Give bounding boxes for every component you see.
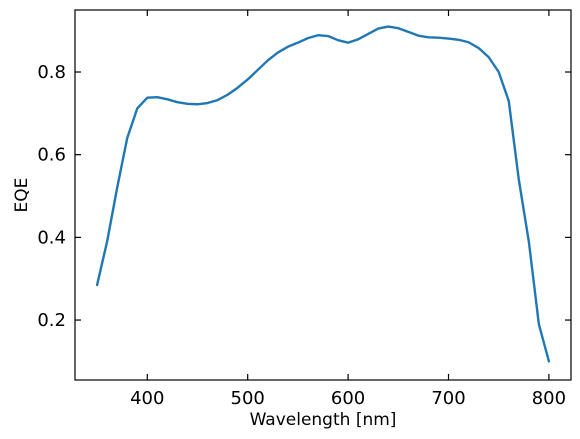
series-layer	[95, 25, 551, 363]
eqe-series-line-0	[95, 25, 551, 363]
plot-frame	[74, 9, 572, 381]
y-tick-label: 0.2	[37, 310, 66, 331]
y-axis: 0.2 0.4 0.6 0.8	[37, 62, 571, 331]
x-tick-label: 800	[532, 388, 566, 409]
y-tick-label: 0.6	[37, 145, 66, 166]
x-tick-label: 700	[431, 388, 465, 409]
x-axis: 400 500 600 700 800	[130, 10, 566, 409]
y-tick-label: 0.8	[37, 62, 66, 83]
x-tick-label: 500	[231, 388, 265, 409]
x-tick-label: 400	[130, 388, 164, 409]
y-tick-label: 0.4	[37, 227, 66, 248]
x-axis-label: Wavelength [nm]	[250, 410, 397, 430]
x-tick-label: 600	[331, 388, 365, 409]
y-axis-label: EQE	[12, 178, 32, 213]
